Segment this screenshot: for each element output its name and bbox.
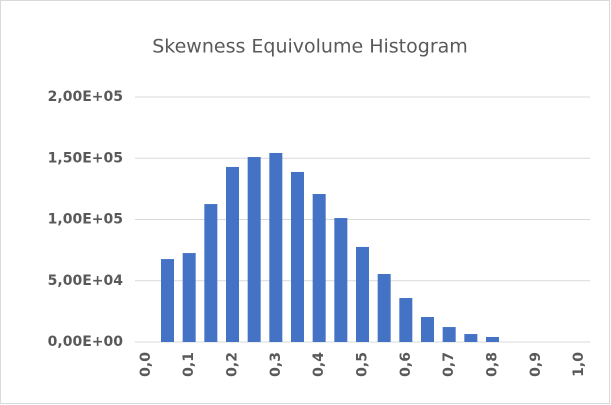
x-tick-label: 0,5 [355, 352, 371, 377]
bar [464, 334, 478, 342]
x-tick-label: 0,8 [485, 352, 501, 377]
y-tick-label: 0,00E+00 [48, 334, 124, 350]
x-tick-label: 0,2 [225, 352, 241, 377]
bar [247, 157, 261, 342]
bar [226, 166, 239, 342]
bar [377, 274, 391, 342]
y-tick-label: 5,00E+04 [48, 273, 124, 289]
x-tick-label: 1,0 [571, 352, 587, 377]
x-tick-label: 0,9 [528, 352, 544, 377]
x-tick-label: 0,6 [398, 352, 414, 377]
bar [334, 218, 348, 342]
bar [269, 152, 283, 342]
bar [442, 327, 456, 342]
bar [399, 298, 413, 342]
bar [421, 317, 434, 342]
x-tick-label: 0,4 [311, 352, 327, 377]
bar [312, 194, 326, 342]
y-tick-label: 1,50E+05 [48, 150, 123, 166]
bar [161, 259, 174, 342]
y-tick-label: 1,00E+05 [48, 212, 123, 228]
bar [486, 336, 499, 342]
bar [291, 171, 304, 342]
y-tick-label: 2,00E+05 [48, 89, 123, 105]
x-tick-label: 0,1 [181, 352, 197, 377]
chart-title: Skewness Equivolume Histogram [152, 36, 468, 58]
x-tick-label: 0,3 [268, 352, 284, 377]
x-tick-label: 0,0 [138, 352, 154, 377]
x-tick-label: 0,7 [441, 352, 457, 377]
bar [204, 204, 218, 342]
bar [182, 253, 196, 342]
bar [356, 246, 369, 342]
